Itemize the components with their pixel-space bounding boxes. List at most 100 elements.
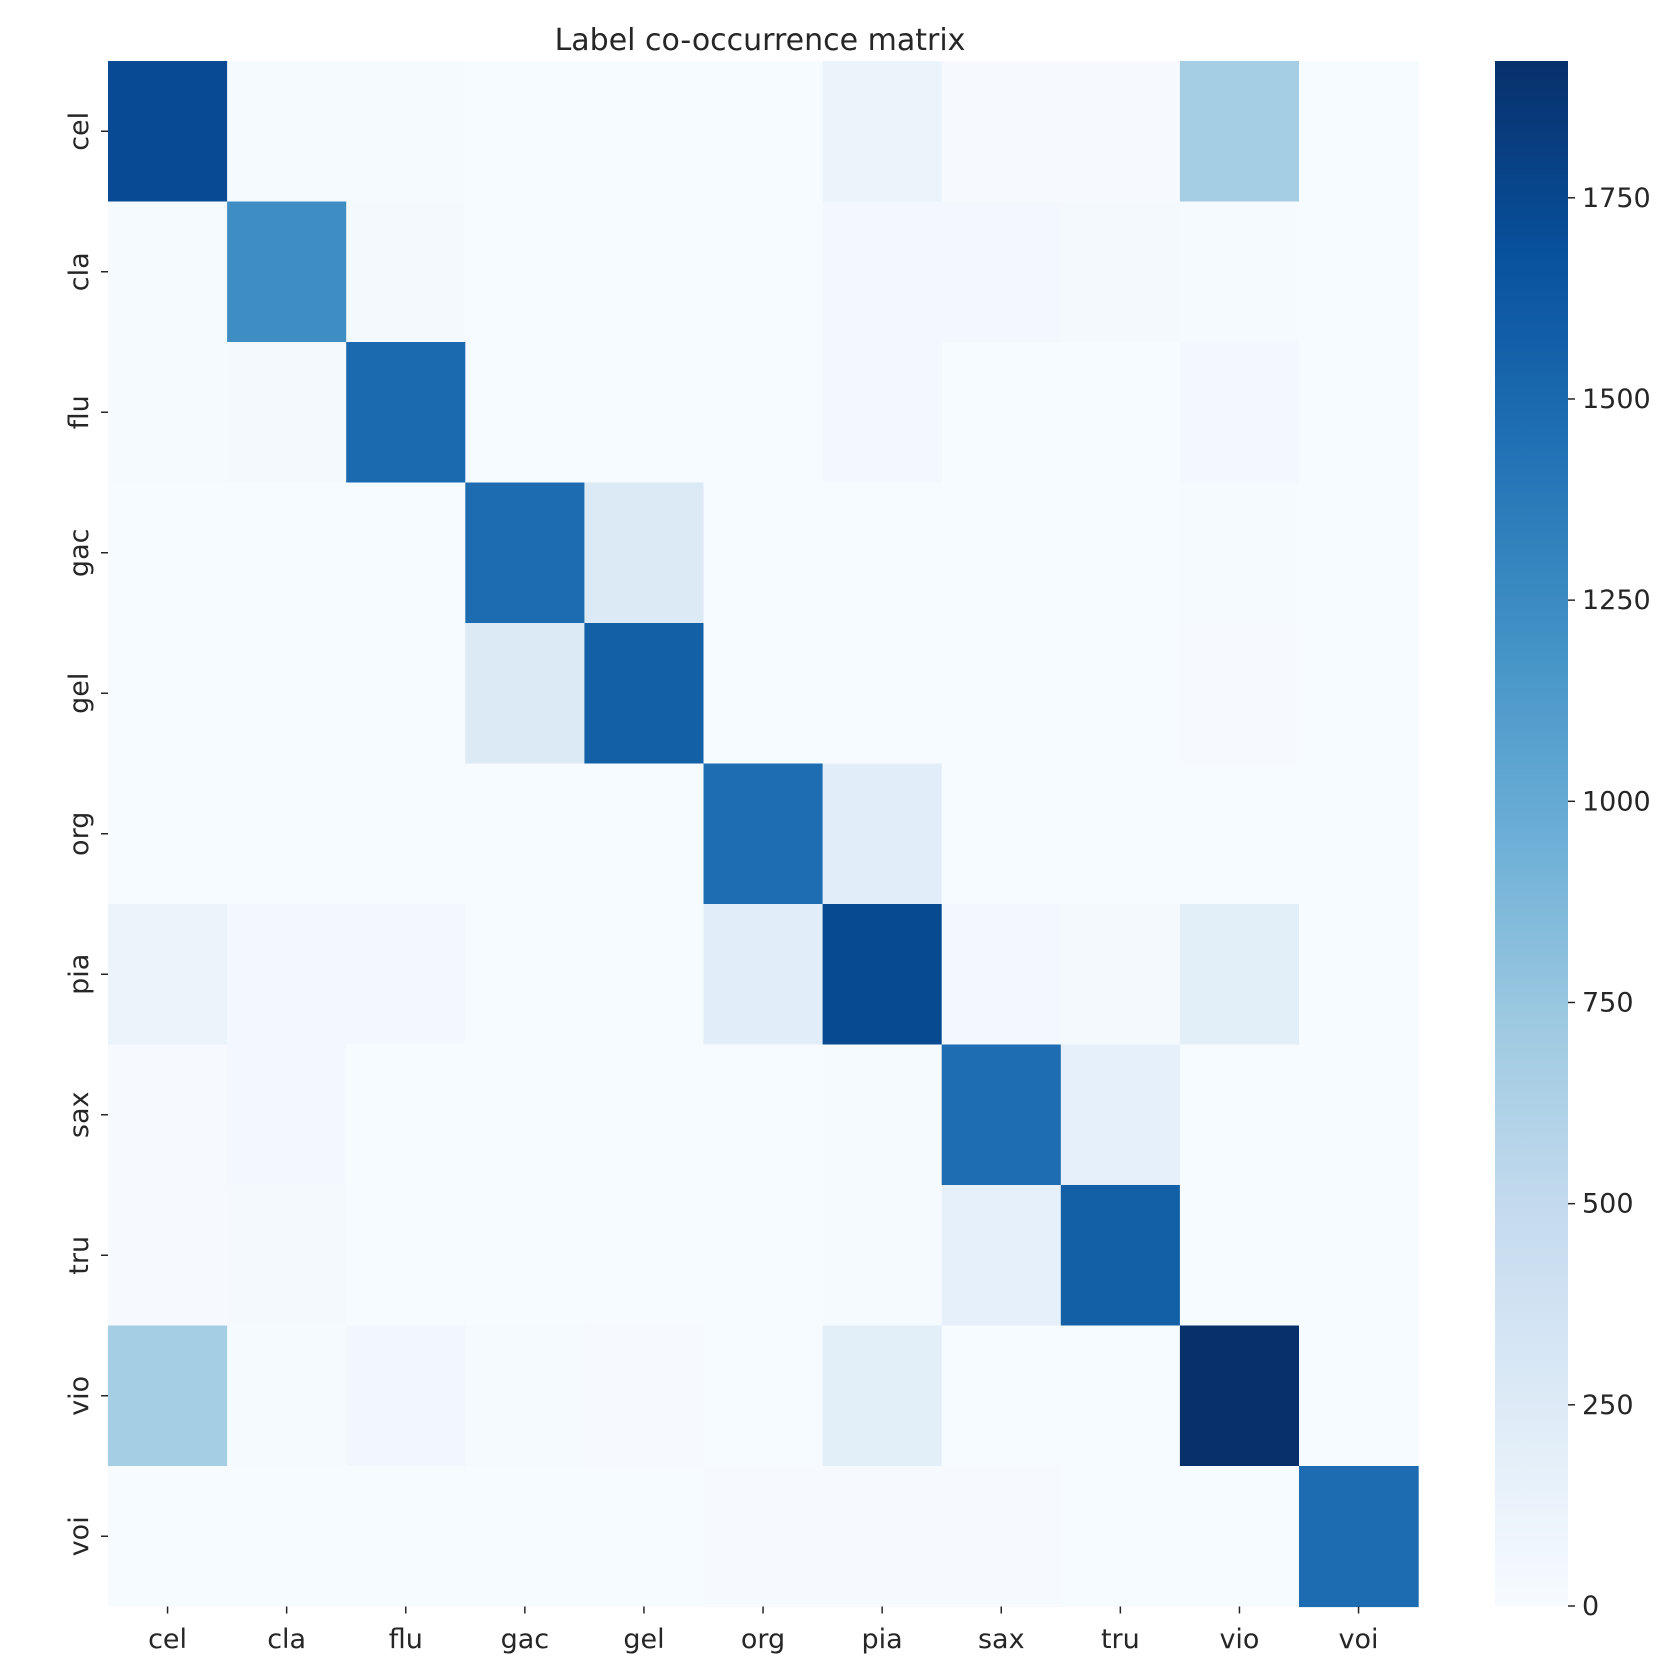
heatmap-cell-tru-pia bbox=[822, 1185, 943, 1327]
heatmap-cell-gel-gel bbox=[584, 623, 705, 765]
heatmap-cells bbox=[108, 61, 1419, 1608]
y-tick-label: tru bbox=[64, 1236, 95, 1275]
heatmap-cell-org-voi bbox=[1299, 763, 1419, 905]
heatmap-cell-sax-sax bbox=[941, 1044, 1062, 1186]
colorbar-tick-label: 1750 bbox=[1582, 183, 1651, 214]
heatmap-cell-tru-tru bbox=[1060, 1185, 1181, 1327]
y-tick-label: voi bbox=[64, 1516, 95, 1556]
heatmap-cell-vio-flu bbox=[346, 1325, 466, 1467]
heatmap-cell-cla-vio bbox=[1179, 201, 1300, 343]
heatmap-cell-cel-org bbox=[703, 61, 824, 203]
heatmap-cell-gac-pia bbox=[822, 482, 943, 624]
heatmap-cell-cla-gac bbox=[465, 201, 585, 343]
heatmap-cell-voi-pia bbox=[822, 1466, 943, 1608]
colorbar-tick-label: 500 bbox=[1582, 1189, 1634, 1220]
colorbar-tick-label: 1500 bbox=[1582, 384, 1651, 415]
heatmap-cell-vio-tru bbox=[1060, 1325, 1181, 1467]
heatmap-cell-tru-voi bbox=[1299, 1185, 1419, 1327]
heatmap-cell-pia-sax bbox=[941, 904, 1062, 1046]
heatmap-cell-cel-gac bbox=[465, 61, 585, 203]
heatmap-cell-org-flu bbox=[346, 763, 466, 905]
y-tick-label: sax bbox=[64, 1091, 95, 1138]
heatmap-cell-vio-cel bbox=[108, 1325, 228, 1467]
heatmap-cell-cel-cel bbox=[108, 61, 228, 203]
heatmap-cell-voi-org bbox=[703, 1466, 824, 1608]
heatmap-cell-sax-cla bbox=[227, 1044, 347, 1186]
heatmap-cell-gac-cla bbox=[227, 482, 347, 624]
heatmap-cell-pia-vio bbox=[1179, 904, 1300, 1046]
x-tick-label: gel bbox=[623, 1624, 664, 1655]
heatmap-cell-org-vio bbox=[1179, 763, 1300, 905]
heatmap-cell-flu-gel bbox=[584, 342, 705, 484]
colorbar-tick-label: 1000 bbox=[1582, 786, 1651, 817]
heatmap-cell-gel-flu bbox=[346, 623, 466, 765]
heatmap-cell-gac-org bbox=[703, 482, 824, 624]
heatmap-cell-cel-vio bbox=[1179, 61, 1300, 203]
heatmap-cell-flu-cla bbox=[227, 342, 347, 484]
heatmap-cell-gel-voi bbox=[1299, 623, 1419, 765]
heatmap-cell-flu-org bbox=[703, 342, 824, 484]
heatmap-cell-flu-cel bbox=[108, 342, 228, 484]
heatmap-cell-org-cla bbox=[227, 763, 347, 905]
heatmap-cell-cel-flu bbox=[346, 61, 466, 203]
heatmap-cell-voi-gac bbox=[465, 1466, 585, 1608]
heatmap-cell-cel-voi bbox=[1299, 61, 1419, 203]
heatmap-cell-tru-flu bbox=[346, 1185, 466, 1327]
x-tick-label: org bbox=[741, 1624, 785, 1655]
heatmap-cell-org-tru bbox=[1060, 763, 1181, 905]
heatmap-cell-cel-pia bbox=[822, 61, 943, 203]
heatmap-cell-cla-voi bbox=[1299, 201, 1419, 343]
heatmap-cell-gel-gac bbox=[465, 623, 585, 765]
heatmap-cell-cla-cel bbox=[108, 201, 228, 343]
heatmap-cell-sax-org bbox=[703, 1044, 824, 1186]
heatmap-cell-vio-pia bbox=[822, 1325, 943, 1467]
heatmap-cell-sax-gac bbox=[465, 1044, 585, 1186]
heatmap-cell-cel-cla bbox=[227, 61, 347, 203]
heatmap-cell-pia-cla bbox=[227, 904, 347, 1046]
heatmap-cell-cla-sax bbox=[941, 201, 1062, 343]
heatmap-cell-org-pia bbox=[822, 763, 943, 905]
heatmap-cell-cla-tru bbox=[1060, 201, 1181, 343]
heatmap-cell-sax-vio bbox=[1179, 1044, 1300, 1186]
colorbar bbox=[1495, 61, 1568, 1606]
heatmap-cell-gac-sax bbox=[941, 482, 1062, 624]
heatmap-cell-voi-vio bbox=[1179, 1466, 1300, 1608]
heatmap-cell-org-gel bbox=[584, 763, 705, 905]
heatmap-cell-sax-voi bbox=[1299, 1044, 1419, 1186]
y-tick-label: flu bbox=[64, 395, 95, 429]
heatmap-cell-gac-voi bbox=[1299, 482, 1419, 624]
y-axis-ticks: cel cla flu gac gel org pia sax tru vio voi bbox=[64, 112, 108, 1556]
heatmap-cell-pia-voi bbox=[1299, 904, 1419, 1046]
heatmap-cell-voi-cel bbox=[108, 1466, 228, 1608]
chart-title: Label co-occurrence matrix bbox=[555, 23, 966, 58]
heatmap-cell-gac-vio bbox=[1179, 482, 1300, 624]
heatmap-cell-sax-gel bbox=[584, 1044, 705, 1186]
heatmap-cell-flu-tru bbox=[1060, 342, 1181, 484]
heatmap-cell-vio-gac bbox=[465, 1325, 585, 1467]
heatmap-cell-sax-pia bbox=[822, 1044, 943, 1186]
heatmap-cell-gac-cel bbox=[108, 482, 228, 624]
y-tick-label: org bbox=[64, 812, 95, 856]
heatmap-cell-voi-flu bbox=[346, 1466, 466, 1608]
x-tick-label: pia bbox=[862, 1624, 903, 1655]
y-tick-label: cla bbox=[64, 252, 95, 291]
heatmap-cell-gel-cla bbox=[227, 623, 347, 765]
heatmap-cell-tru-sax bbox=[941, 1185, 1062, 1327]
heatmap-cell-gel-cel bbox=[108, 623, 228, 765]
heatmap-cell-pia-flu bbox=[346, 904, 466, 1046]
x-tick-label: flu bbox=[389, 1624, 423, 1655]
heatmap-cell-tru-gac bbox=[465, 1185, 585, 1327]
heatmap-cell-pia-org bbox=[703, 904, 824, 1046]
x-tick-label: gac bbox=[501, 1624, 550, 1655]
colorbar-ticks: 0 250 500 750 1000 1250 1500 1750 bbox=[1568, 183, 1651, 1622]
heatmap-cell-org-cel bbox=[108, 763, 228, 905]
heatmap-cell-voi-tru bbox=[1060, 1466, 1181, 1608]
heatmap-cell-gel-tru bbox=[1060, 623, 1181, 765]
heatmap-cell-flu-pia bbox=[822, 342, 943, 484]
heatmap-cell-flu-voi bbox=[1299, 342, 1419, 484]
heatmap-cell-cla-pia bbox=[822, 201, 943, 343]
heatmap-cell-tru-cla bbox=[227, 1185, 347, 1327]
heatmap-cell-tru-vio bbox=[1179, 1185, 1300, 1327]
heatmap-cell-gac-gac bbox=[465, 482, 585, 624]
